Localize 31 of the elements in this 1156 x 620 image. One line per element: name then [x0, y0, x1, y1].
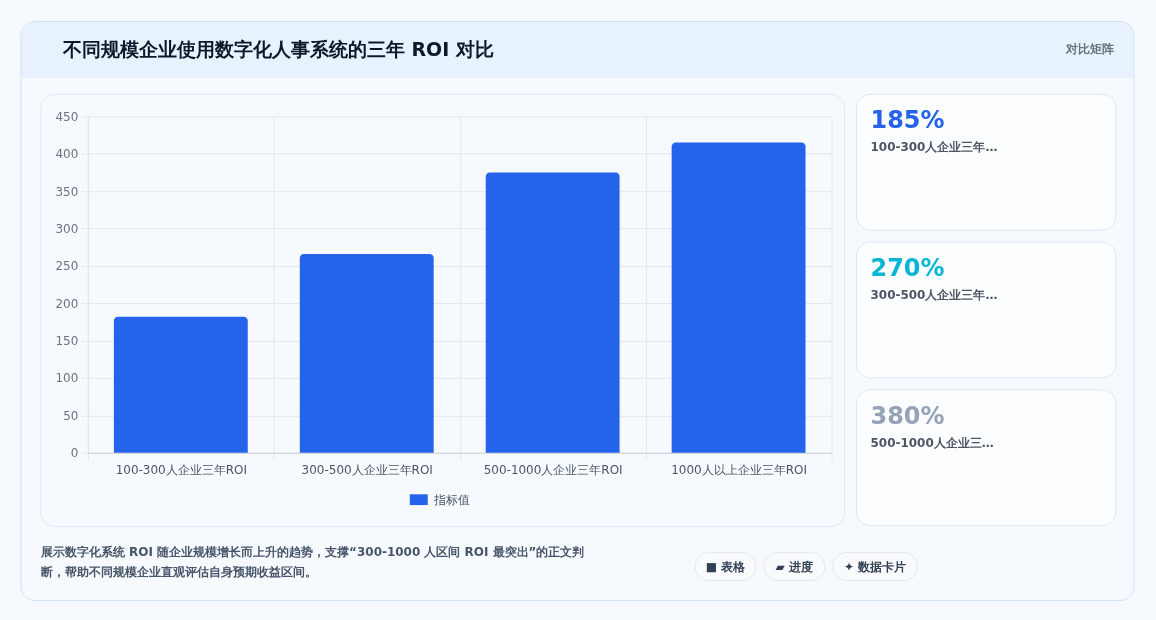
text: 185% [870, 106, 945, 135]
text: 270% [870, 254, 945, 283]
y-tick-label: 0 [70, 446, 79, 461]
x-tick-label: 100-300人企业三年ROI [115, 463, 247, 478]
text: 300-500人企业三年… [870, 288, 998, 303]
text: ✦ 数据卡片 [843, 559, 907, 574]
text: ■ 表格 [705, 559, 747, 574]
y-tick-label: 300 [55, 221, 79, 236]
y-tick-label: 350 [55, 184, 79, 199]
y-tick-label: 250 [55, 259, 79, 274]
y-tick-label: 50 [63, 408, 79, 423]
y-tick-label: 450 [55, 109, 79, 124]
text: 展示数字化系统 ROI 随企业规模增长而上升的趋势，支撑“300-1000 人区间 ROI 最突出”的正文判断，帮助不同规模企业直观评估自身预期收益区间。 [39, 544, 585, 579]
text: 100-300人企业三年… [870, 140, 998, 155]
x-tick-label: 500-1000人企业三年ROI [483, 463, 623, 478]
text: 500-1000人企业三… [870, 435, 994, 450]
bar [485, 172, 620, 453]
x-tick-label: 300-500人企业三年ROI [301, 463, 433, 478]
bar [671, 142, 806, 453]
text: 对比矩阵 [1065, 42, 1115, 57]
y-tick-label: 100 [55, 371, 79, 386]
bar [113, 316, 248, 453]
legend-label: 指标值 [432, 492, 470, 507]
chart-title: 不同规模企业使用数字化人事系统的三年 ROI 对比 [61, 38, 494, 61]
y-tick-label: 150 [55, 334, 79, 349]
text: 380% [870, 401, 945, 430]
x-tick-label: 1000人以上企业三年ROI [671, 463, 807, 478]
y-tick-label: 200 [55, 296, 79, 311]
y-tick-label: 400 [55, 147, 79, 162]
bar [299, 253, 434, 453]
text: ▰ 进度 [775, 559, 813, 574]
